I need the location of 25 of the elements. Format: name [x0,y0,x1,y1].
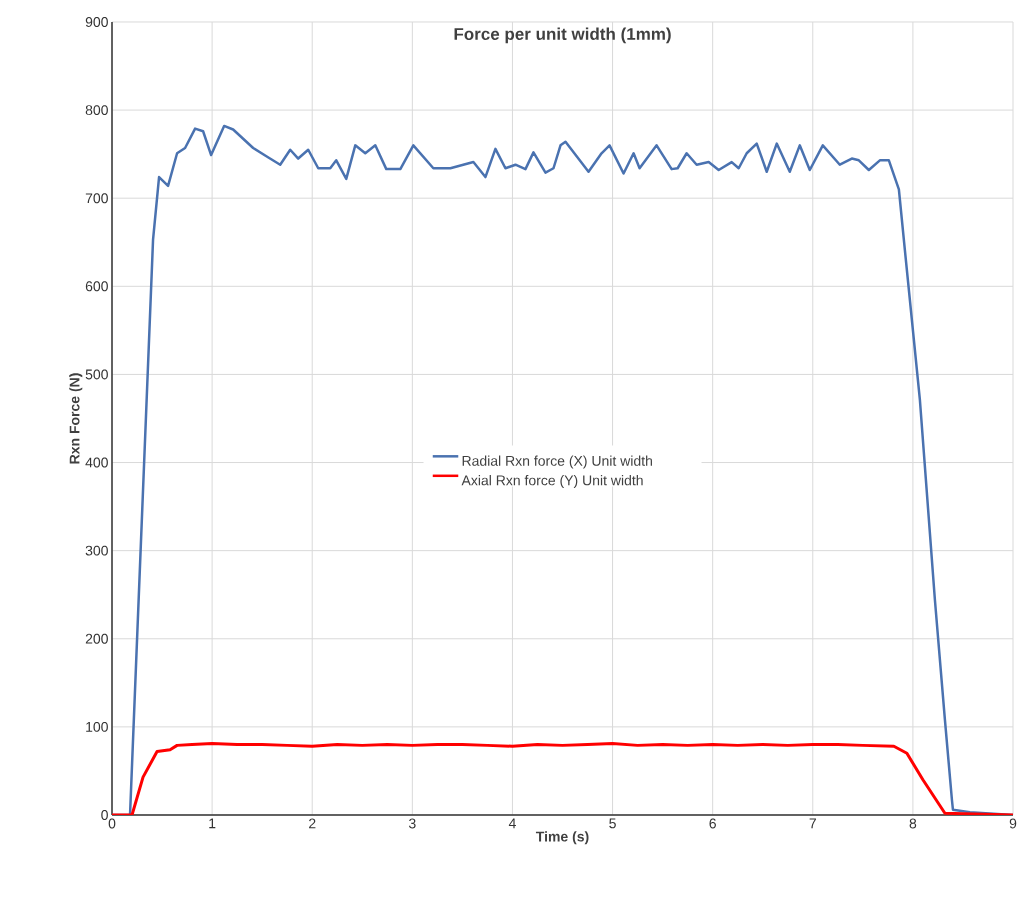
x-axis-title: Time (s) [535,831,589,845]
y-tick-label: 300 [85,545,108,556]
y-tick-label: 100 [86,721,108,732]
x-tick-label: 9 [1009,818,1017,829]
x-tick-label: 5 [609,818,616,829]
y-tick-label: 0 [101,810,108,820]
y-tick-label: 500 [85,369,108,380]
x-tick-label: 2 [309,818,316,829]
x-tick-label: 3 [408,818,416,829]
legend-label: Radial Rxn force (X) Unit width [462,455,652,469]
y-tick-label: 600 [85,281,108,292]
x-tick-label: 0 [108,818,116,829]
x-tick-label: 1 [209,818,216,829]
x-tick-label: 6 [709,818,716,829]
y-tick-label: 900 [85,17,108,27]
y-tick-label: 800 [85,105,108,116]
y-tick-label: 700 [85,193,108,204]
y-axis-title: Rxn Force (N) [69,373,83,464]
y-tick-label: 400 [85,457,108,468]
chart-title: Force per unit width (1mm) [454,27,671,44]
x-tick-label: 7 [809,818,816,829]
legend-label: Axial Rxn force (Y) Unit width [461,475,643,489]
y-tick-label: 200 [85,633,108,644]
x-tick-label: 4 [508,818,516,829]
x-tick-label: 8 [909,818,917,829]
